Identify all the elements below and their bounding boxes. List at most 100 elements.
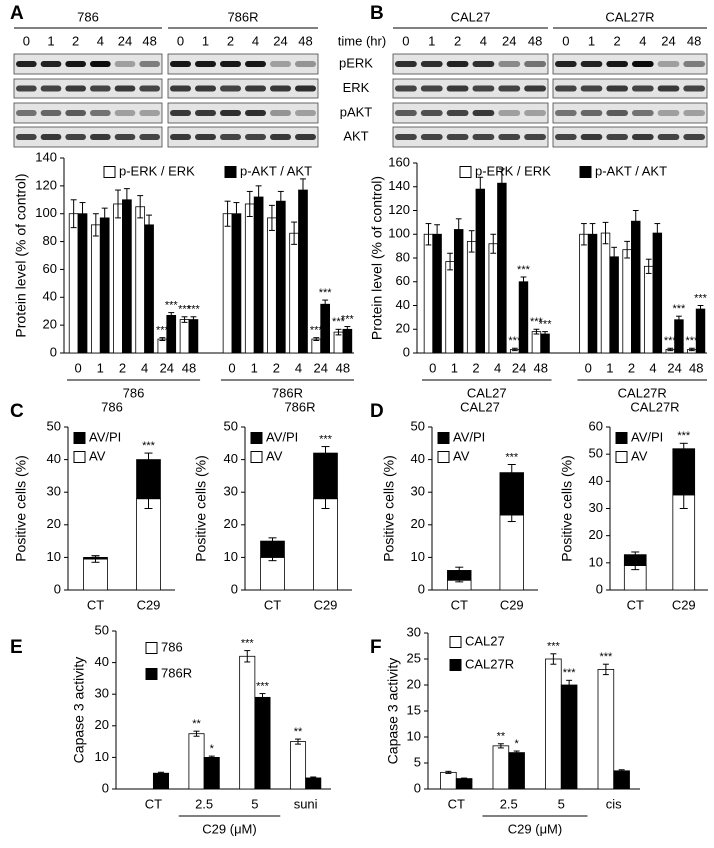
bar — [579, 233, 589, 354]
panel-label: F — [370, 637, 382, 658]
significance: *** — [156, 325, 170, 337]
blot-band — [606, 85, 628, 92]
chart-title: CAL27R — [630, 399, 679, 414]
y-tick-label: 120 — [35, 177, 57, 192]
x-tick-label: 1 — [606, 360, 613, 375]
significance: *** — [694, 292, 708, 304]
bar-segment — [672, 494, 696, 591]
significance: *** — [547, 641, 561, 653]
blot-band — [90, 134, 111, 140]
y-tick-label: 40 — [95, 654, 109, 669]
y-tick-label: 20 — [47, 516, 61, 531]
x-group-label: C29 (μM) — [508, 821, 562, 836]
blot-box — [552, 102, 708, 124]
y-tick-label: 20 — [396, 321, 410, 336]
blot-box — [392, 126, 549, 148]
blot-time-label: 24 — [118, 33, 132, 48]
y-tick-label: 40 — [589, 473, 603, 488]
blot-band — [270, 85, 291, 92]
x-tick-label: CT — [264, 597, 281, 612]
x-tick-label: 2.5 — [195, 796, 213, 811]
y-axis-label: Capase 3 activity — [385, 658, 401, 765]
y-axis-label: Positive cells (%) — [193, 455, 209, 562]
blot-band — [632, 110, 654, 116]
y-tick-label: 10 — [47, 549, 61, 564]
bar — [244, 203, 255, 354]
y-tick-label: 0 — [403, 344, 410, 359]
blot-band — [657, 85, 680, 92]
blot-time-label: 48 — [687, 33, 701, 48]
legend-swatch — [615, 451, 628, 463]
blot-time-label: 48 — [298, 33, 312, 48]
significance: *** — [310, 325, 324, 337]
x-tick-label: 2 — [472, 360, 479, 375]
significance: *** — [319, 287, 333, 299]
chart-title: 786 — [101, 399, 123, 414]
blot-box — [13, 78, 163, 99]
x-tick-label: 48 — [534, 360, 548, 375]
legend-label: AV — [453, 448, 470, 463]
blot-row-label: pAKT — [340, 104, 373, 119]
y-tick-label: 0 — [418, 581, 425, 596]
blot-band — [606, 110, 628, 116]
blot-band — [632, 61, 654, 67]
panel-label: D — [370, 401, 384, 422]
y-tick-label: 60 — [589, 418, 603, 433]
blot-band — [472, 134, 495, 140]
y-tick-label: 80 — [43, 233, 57, 248]
bar — [492, 745, 510, 790]
y-tick-label: 0 — [231, 581, 238, 596]
bar-segment — [313, 498, 338, 591]
blot-time-label: 0 — [177, 33, 184, 48]
bar — [166, 314, 177, 354]
x-tick-label: C29 — [137, 597, 161, 612]
blot-band — [446, 134, 469, 140]
blot-time-label: 48 — [142, 33, 156, 48]
bar — [597, 669, 615, 790]
blot-row-label: pERK — [339, 55, 373, 70]
x-tick-label: cis — [606, 796, 622, 811]
y-tick-label: 50 — [224, 418, 238, 433]
x-tick-label: 2 — [119, 360, 126, 375]
legend-swatch — [437, 432, 450, 444]
blot-box — [167, 126, 319, 148]
y-tick-label: 15 — [407, 702, 421, 717]
bar — [432, 233, 442, 354]
x-tick-label: C29 — [672, 597, 696, 612]
panel-label: B — [370, 3, 384, 24]
blot-box — [552, 53, 708, 75]
bar — [622, 249, 632, 354]
bar — [267, 217, 277, 354]
significance: ** — [294, 726, 303, 738]
x-tick-label: 0 — [429, 360, 436, 375]
blot-time-label: 2 — [614, 33, 621, 48]
y-tick-label: 20 — [224, 516, 238, 531]
x-tick-label: 5 — [558, 796, 565, 811]
y-tick-label: 0 — [54, 581, 61, 596]
bar — [253, 196, 264, 354]
blot-band — [90, 110, 111, 116]
blot-time-label: 2 — [227, 33, 234, 48]
blot-band — [657, 134, 680, 140]
bar-segment — [83, 558, 108, 591]
bar — [305, 777, 322, 790]
y-tick-label: 20 — [411, 516, 425, 531]
y-tick-label: 50 — [47, 418, 61, 433]
legend-label: AV/PI — [453, 429, 485, 444]
x-tick-label: 1 — [97, 360, 104, 375]
bar — [652, 232, 663, 354]
blot-band — [40, 85, 62, 92]
blot-box — [392, 53, 549, 75]
blot-band — [524, 61, 546, 67]
group-label: 786R — [272, 385, 303, 400]
blot-band — [580, 85, 603, 92]
blot-band — [606, 61, 628, 67]
x-tick-label: 4 — [295, 360, 302, 375]
y-tick-label: 20 — [95, 717, 109, 732]
blot-band — [683, 110, 705, 116]
blot-time-label: 4 — [252, 33, 259, 48]
significance: *** — [539, 319, 553, 331]
blot-band — [446, 61, 469, 67]
blot-time-label: 24 — [502, 33, 516, 48]
bar — [275, 200, 286, 354]
